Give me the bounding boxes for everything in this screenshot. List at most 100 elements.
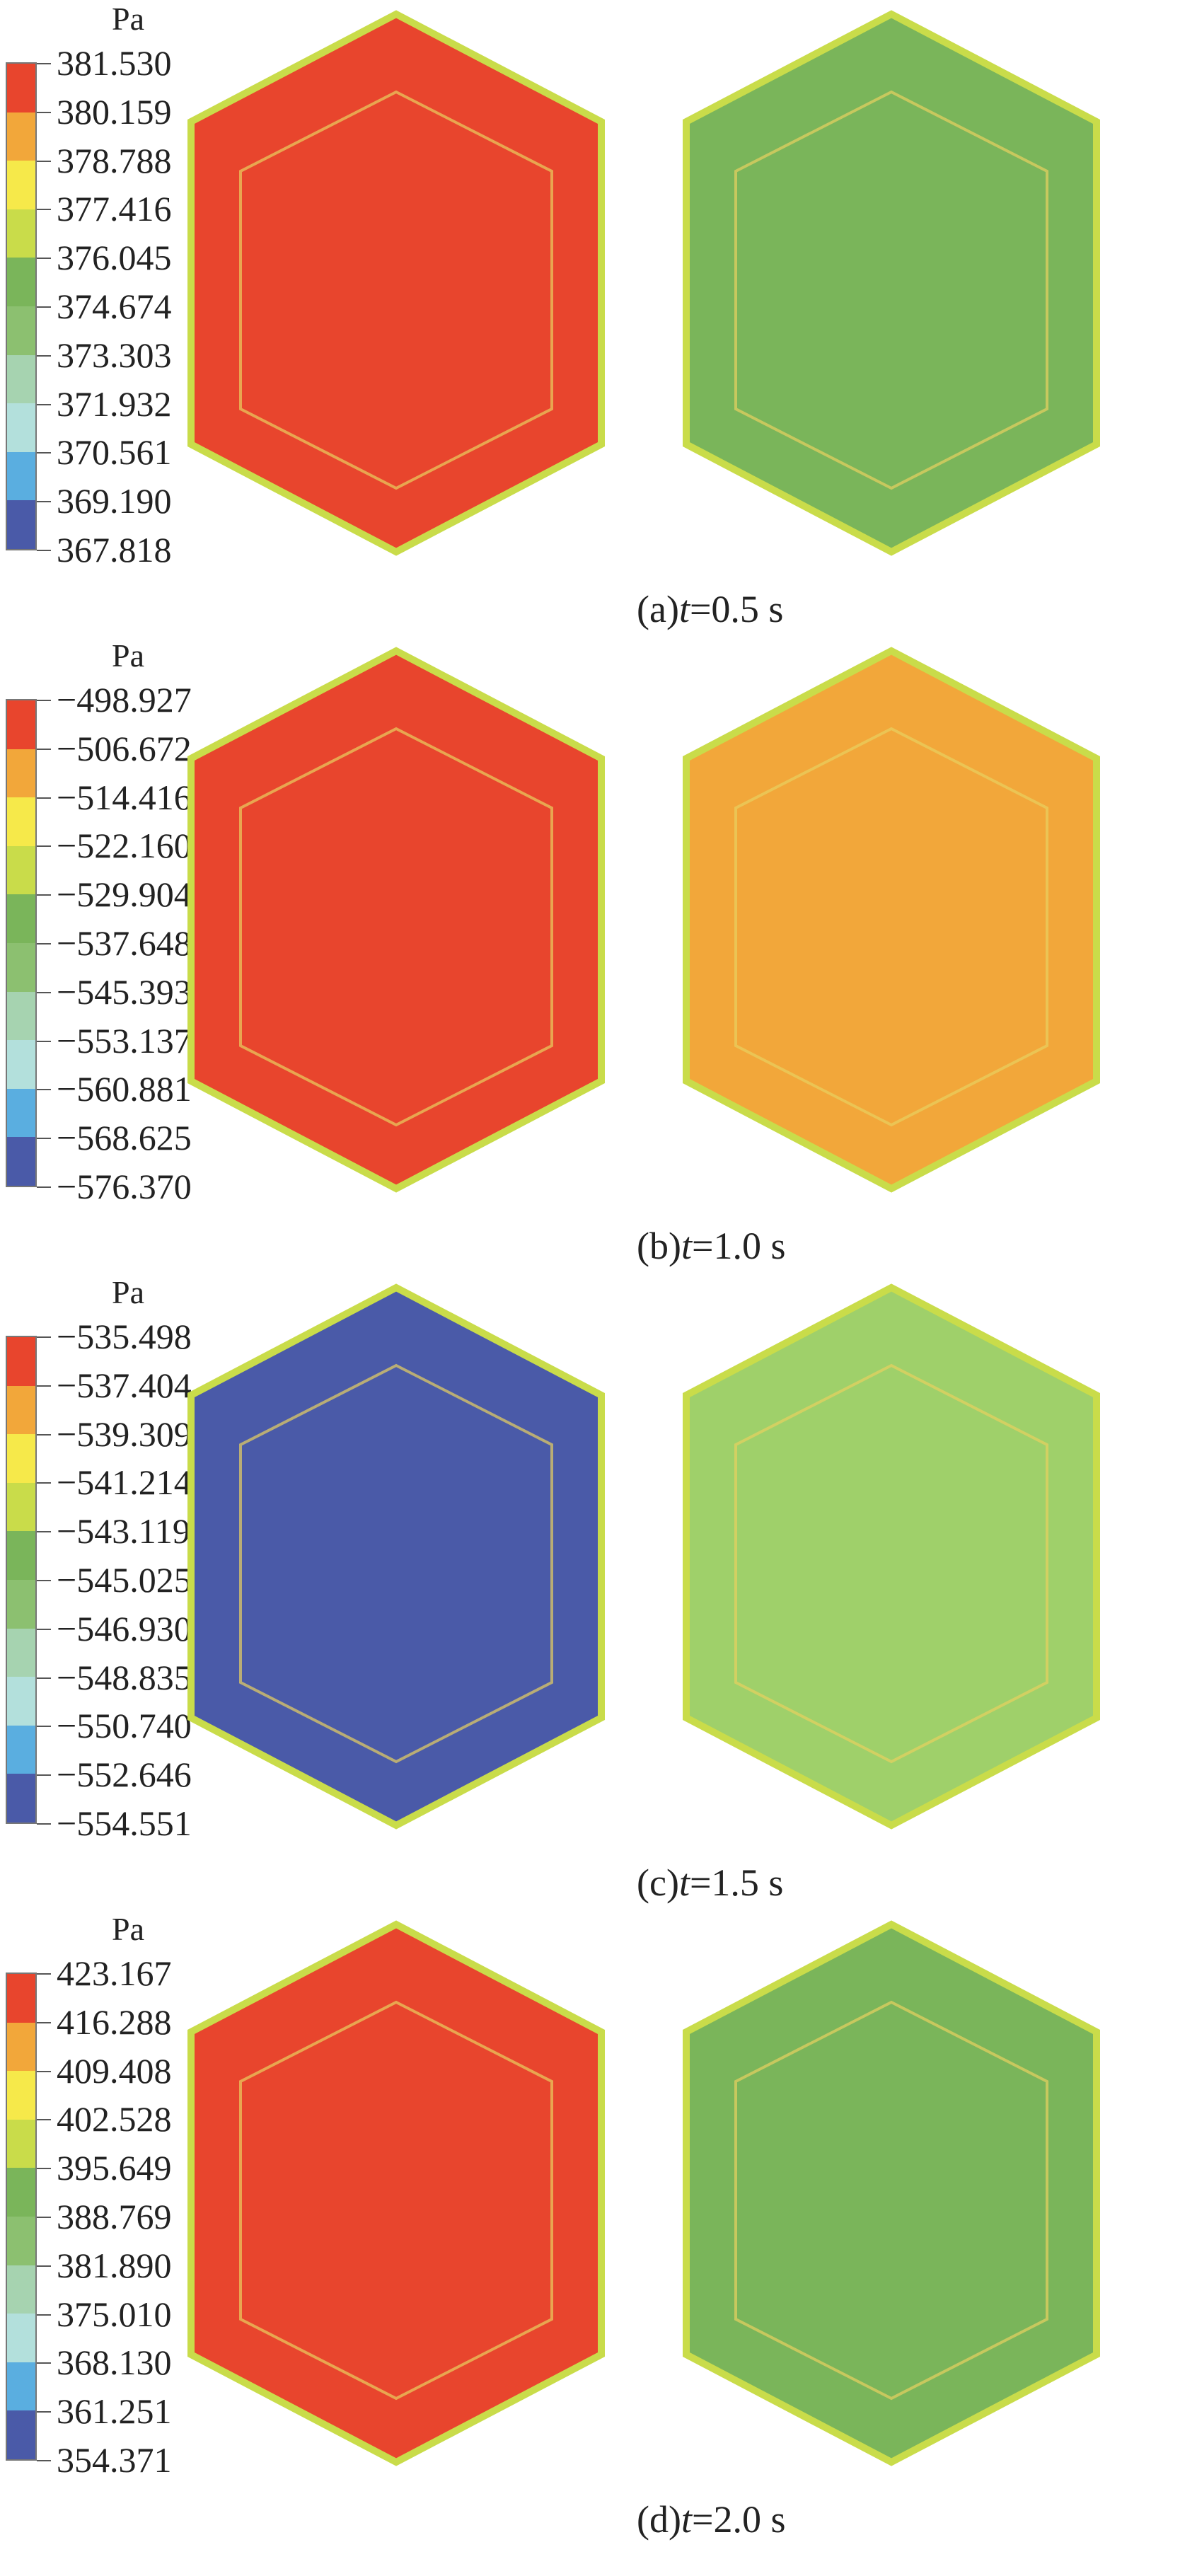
- colorbar-tick-label: −576.370: [57, 1167, 192, 1206]
- colorbar-tick: [37, 2217, 51, 2218]
- contour-line: [239, 727, 553, 1127]
- colorbar-tick-label: 370.561: [57, 432, 172, 473]
- hexagon-outline: [683, 1920, 1100, 2466]
- colorbar-swatch: [7, 1385, 35, 1435]
- colorbar-swatch: [7, 1434, 35, 1483]
- colorbar-tick: [37, 2119, 51, 2121]
- contour-line: [239, 2000, 553, 2401]
- colorbar-swatch: [7, 1482, 35, 1532]
- colorbar-tick-label: 354.371: [57, 2440, 172, 2480]
- left-contour-plot: [187, 10, 605, 556]
- colorbar-swatch: [7, 1337, 35, 1386]
- colorbar-swatch: [7, 1725, 35, 1774]
- colorbar-swatch: [7, 306, 35, 355]
- colorbar-tick-label: −543.119: [57, 1511, 190, 1552]
- colorbar-tick: [37, 2411, 51, 2413]
- colorbar-tick-label: −545.025: [57, 1560, 192, 1600]
- panel-b: Pa −498.927 −506.672 −514.416 −522.160 −529.9…: [0, 637, 1197, 1281]
- colorbar-swatch: [7, 500, 35, 549]
- colorbar-swatch: [7, 1677, 35, 1726]
- colorbar-tick-label: 381.530: [57, 43, 172, 83]
- caption-variable: t: [681, 1225, 692, 1267]
- colorbar-tick: [37, 1628, 51, 1630]
- colorbar-swatch: [7, 112, 35, 161]
- colorbar-swatch: [7, 1088, 35, 1138]
- colorbar-tick-label: 374.674: [57, 287, 172, 326]
- colorbar-tick: [37, 258, 51, 260]
- colorbar-tick: [37, 943, 51, 945]
- colorbar-tick: [37, 1823, 51, 1825]
- colorbar-tick: [37, 501, 51, 503]
- colorbar-tick: [37, 1433, 51, 1436]
- panel-caption: (d)t=2.0 s: [637, 2497, 785, 2541]
- caption-time: =1.5 s: [689, 1861, 784, 1904]
- colorbar-tick: [37, 1336, 51, 1338]
- colorbar-swatch: [7, 2022, 35, 2072]
- colorbar-tick-label: −539.309: [57, 1414, 192, 1454]
- contour-line: [734, 727, 1048, 1127]
- colorbar-tick-label: −560.881: [57, 1069, 192, 1109]
- contour-plots: [187, 1920, 1100, 2466]
- colorbar-tick-label: −545.393: [57, 971, 192, 1012]
- colorbar-tick-label: 395.649: [57, 2148, 172, 2188]
- panel-caption: (c)t=1.5 s: [637, 1861, 783, 1905]
- colorbar-tick-label: −553.137: [57, 1020, 192, 1061]
- caption-time: =1.0 s: [691, 1225, 786, 1267]
- colorbar-tick-label: 375.010: [57, 2294, 172, 2334]
- colorbar-tick: [37, 1677, 51, 1679]
- panel-a: Pa 381.530 380.159 378.788 377.416 376.045 374…: [0, 0, 1197, 644]
- colorbar-tick: [37, 111, 51, 113]
- colorbar-swatch: [7, 209, 35, 258]
- colorbar-tick-label: 371.932: [57, 383, 172, 424]
- colorbar-tick: [37, 1531, 51, 1533]
- colorbar-tick: [37, 1040, 51, 1042]
- colorbar-tick-label: 369.190: [57, 481, 172, 521]
- hexagon-outline: [187, 10, 605, 556]
- contour-plots: [187, 647, 1100, 1193]
- colorbar-tick: [37, 748, 51, 750]
- colorbar-swatch: [7, 1774, 35, 1823]
- contour-line: [734, 2000, 1048, 2401]
- colorbar-tick: [37, 700, 51, 701]
- caption-time: =2.0 s: [691, 2498, 786, 2541]
- panel-c: Pa −535.498 −537.404 −539.309 −541.214 −543.1…: [0, 1273, 1197, 1917]
- colorbar-swatch: [7, 700, 35, 749]
- colorbar-swatch: [7, 161, 35, 209]
- colorbar-tick: [37, 1138, 51, 1140]
- colorbar-swatch: [7, 2071, 35, 2120]
- colorbar-swatch: [7, 894, 35, 943]
- colorbar-tick: [37, 2362, 51, 2364]
- colorbar-swatch: [7, 1628, 35, 1677]
- colorbar-swatch: [7, 451, 35, 501]
- colorbar-tick: [37, 403, 51, 405]
- colorbar-swatch: [7, 942, 35, 992]
- colorbar-tick: [37, 452, 51, 454]
- colorbar-tick: [37, 306, 51, 308]
- colorbar-tick-label: −522.160: [57, 826, 192, 866]
- colorbar-swatch: [7, 797, 35, 846]
- colorbar: [6, 62, 37, 550]
- panel-d: Pa 423.167 416.288 409.408 402.528 395.649 388…: [0, 1910, 1197, 2554]
- right-contour-plot: [683, 10, 1100, 556]
- colorbar: [6, 1973, 37, 2461]
- colorbar-tick-label: 377.416: [57, 189, 172, 229]
- colorbar-tick: [37, 2265, 51, 2267]
- colorbar-tick: [37, 63, 51, 64]
- right-contour-plot: [683, 1920, 1100, 2466]
- colorbar-tick: [37, 991, 51, 993]
- colorbar-swatch: [7, 354, 35, 404]
- colorbar-swatch: [7, 1579, 35, 1629]
- contour-line: [734, 90, 1048, 490]
- hexagon-outline: [683, 10, 1100, 556]
- colorbar-swatch: [7, 749, 35, 798]
- colorbar-tick: [37, 550, 51, 551]
- colorbar-unit: Pa: [112, 1274, 144, 1310]
- colorbar-tick: [37, 1774, 51, 1777]
- colorbar-tick: [37, 160, 51, 162]
- colorbar-tick-label: 368.130: [57, 2343, 172, 2383]
- colorbar-swatch: [7, 258, 35, 306]
- colorbar-tick: [37, 1186, 51, 1188]
- colorbar-swatch: [7, 1137, 35, 1186]
- colorbar-tick-label: 361.251: [57, 2391, 172, 2432]
- colorbar-tick: [37, 1580, 51, 1581]
